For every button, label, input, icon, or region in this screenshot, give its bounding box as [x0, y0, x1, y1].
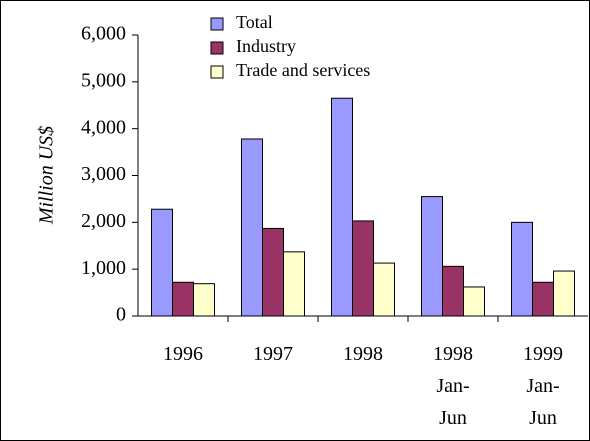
y-axis-label: Million US$ [36, 126, 58, 225]
y-tick-label: 6,000 [81, 23, 126, 45]
bar [442, 265, 464, 317]
legend-swatch [210, 17, 224, 31]
legend-swatch [210, 65, 224, 79]
legend-label: Industry [236, 36, 296, 56]
y-tick-label: 3,000 [81, 163, 126, 185]
y-tick-label: 4,000 [81, 116, 126, 138]
bar [331, 97, 353, 317]
y-tick-label: 1,000 [81, 257, 126, 279]
x-tick-label: 1998 [343, 343, 383, 365]
legend-label: Trade and services [236, 60, 370, 80]
bar [463, 286, 485, 317]
bar [172, 281, 194, 317]
bar [193, 283, 215, 317]
bar [262, 227, 284, 317]
y-tick-label: 0 [116, 304, 126, 326]
x-tick-label: 1996 [163, 343, 203, 365]
x-tick-label: 1999 Jan- Jun [523, 343, 563, 429]
legend-label: Total [236, 12, 273, 32]
legend-swatch [210, 41, 224, 55]
bar [283, 251, 305, 317]
bar [373, 262, 395, 317]
y-tick-label: 2,000 [81, 210, 126, 232]
bar [151, 208, 173, 317]
bar [421, 196, 443, 317]
bar [511, 221, 533, 317]
x-tick-label: 1997 [253, 343, 293, 365]
bar [241, 138, 263, 317]
x-tick-label: 1998 Jan- Jun [433, 343, 473, 429]
y-tick-label: 5,000 [81, 69, 126, 91]
bar [553, 270, 575, 317]
bar [352, 220, 374, 317]
bar [532, 281, 554, 317]
